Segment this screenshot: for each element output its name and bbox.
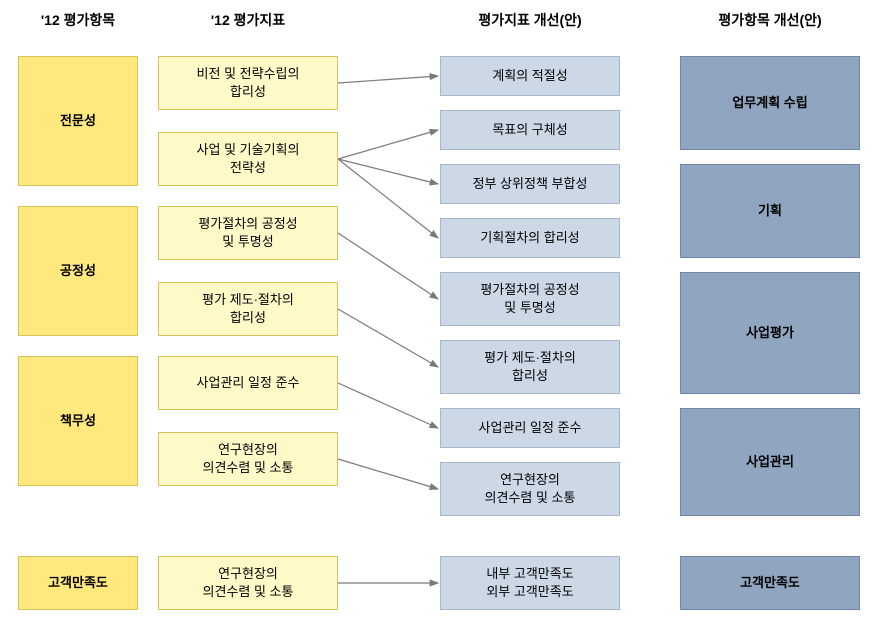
improved-indicator-b5: 평가절차의 공정성및 투명성 <box>440 272 620 326</box>
improved-category-r4: 사업관리 <box>680 408 860 516</box>
category-cat4: 고객만족도 <box>18 556 138 610</box>
arrow-y6-b8 <box>338 459 438 489</box>
improved-indicator-b6: 평가 제도·절차의합리성 <box>440 340 620 394</box>
arrow-y3-b5 <box>338 233 438 299</box>
improved-category-r1: 업무계획 수립 <box>680 56 860 150</box>
header-col4: 평가항목 개선(안) <box>680 10 860 30</box>
improved-category-r2: 기획 <box>680 164 860 258</box>
improved-category-r3: 사업평가 <box>680 272 860 394</box>
arrow-y5-b7 <box>338 383 438 428</box>
header-col3: 평가지표 개선(안) <box>440 10 620 30</box>
improved-indicator-b2: 목표의 구체성 <box>440 110 620 150</box>
improved-category-r5: 고객만족도 <box>680 556 860 610</box>
indicator-y7: 연구현장의의견수렴 및 소통 <box>158 556 338 610</box>
header-row: '12 평가항목 '12 평가지표 평가지표 개선(안) 평가항목 개선(안) <box>0 10 880 34</box>
indicator-y2: 사업 및 기술기획의전략성 <box>158 132 338 186</box>
improved-indicator-b7: 사업관리 일정 준수 <box>440 408 620 448</box>
improved-indicator-b4: 기획절차의 합리성 <box>440 218 620 258</box>
arrow-y2-b4 <box>338 159 438 238</box>
indicator-y6: 연구현장의의견수렴 및 소통 <box>158 432 338 486</box>
indicator-y3: 평가절차의 공정성및 투명성 <box>158 206 338 260</box>
arrow-y2-b2 <box>338 130 438 159</box>
improved-indicator-b1: 계획의 적절성 <box>440 56 620 96</box>
improved-indicator-b3: 정부 상위정책 부합성 <box>440 164 620 204</box>
arrow-y4-b6 <box>338 309 438 367</box>
indicator-y5: 사업관리 일정 준수 <box>158 356 338 410</box>
header-col1: '12 평가항목 <box>18 10 138 30</box>
improved-indicator-b8: 연구현장의의견수렴 및 소통 <box>440 462 620 516</box>
arrow-y1-b1 <box>338 76 438 83</box>
header-col2: '12 평가지표 <box>158 10 338 30</box>
indicator-y1: 비전 및 전략수립의합리성 <box>158 56 338 110</box>
category-cat2: 공정성 <box>18 206 138 336</box>
improved-indicator-b9: 내부 고객만족도외부 고객만족도 <box>440 556 620 610</box>
arrow-y2-b3 <box>338 159 438 184</box>
category-cat3: 책무성 <box>18 356 138 486</box>
indicator-y4: 평가 제도·절차의합리성 <box>158 282 338 336</box>
category-cat1: 전문성 <box>18 56 138 186</box>
